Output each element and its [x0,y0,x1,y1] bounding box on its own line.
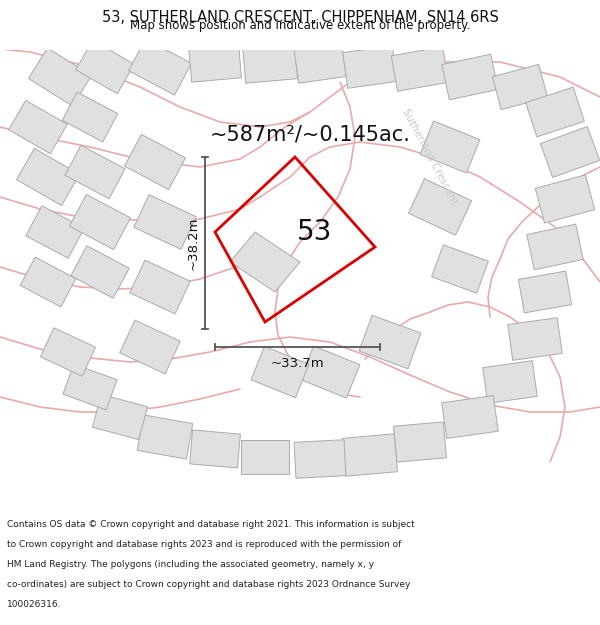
Polygon shape [508,318,562,360]
Polygon shape [124,134,185,189]
Text: 53: 53 [298,218,332,246]
Polygon shape [134,195,196,249]
Polygon shape [76,40,134,94]
Polygon shape [120,320,180,374]
Text: co-ordinates) are subject to Crown copyright and database rights 2023 Ordnance S: co-ordinates) are subject to Crown copyr… [7,580,410,589]
Polygon shape [483,361,537,403]
Polygon shape [9,100,67,154]
Text: Map shows position and indicative extent of the property.: Map shows position and indicative extent… [130,19,470,32]
Polygon shape [26,206,84,258]
Polygon shape [63,364,117,410]
Polygon shape [409,179,472,235]
Polygon shape [343,46,397,88]
Polygon shape [16,148,80,206]
Polygon shape [190,430,241,468]
Polygon shape [526,87,584,137]
Polygon shape [391,47,449,91]
Polygon shape [294,41,346,83]
Text: Contains OS data © Crown copyright and database right 2021. This information is : Contains OS data © Crown copyright and d… [7,520,415,529]
Polygon shape [359,315,421,369]
Polygon shape [40,328,95,376]
Polygon shape [294,440,346,478]
Polygon shape [188,42,241,82]
Polygon shape [92,394,148,439]
Text: ~38.2m: ~38.2m [187,216,200,270]
Polygon shape [62,92,118,142]
Text: ~587m²/~0.145ac.: ~587m²/~0.145ac. [209,125,410,145]
Text: ~33.7m: ~33.7m [271,357,325,370]
Polygon shape [541,126,599,178]
Polygon shape [130,260,190,314]
Polygon shape [420,121,480,173]
Polygon shape [137,415,193,459]
Polygon shape [230,232,300,292]
Polygon shape [343,434,398,476]
Polygon shape [20,257,76,307]
Polygon shape [128,39,191,95]
Polygon shape [527,224,583,270]
Polygon shape [493,64,548,109]
Polygon shape [431,245,488,293]
Polygon shape [535,175,595,223]
Text: to Crown copyright and database rights 2023 and is reproduced with the permissio: to Crown copyright and database rights 2… [7,540,401,549]
Polygon shape [65,145,125,199]
Polygon shape [242,41,298,83]
Polygon shape [251,346,309,398]
Text: 100026316.: 100026316. [7,600,62,609]
Polygon shape [518,271,572,313]
Text: 53, SUTHERLAND CRESCENT, CHIPPENHAM, SN14 6RS: 53, SUTHERLAND CRESCENT, CHIPPENHAM, SN1… [101,10,499,25]
Polygon shape [71,246,129,298]
Polygon shape [300,346,360,398]
Polygon shape [70,194,131,249]
Text: Sutherland Crescent: Sutherland Crescent [400,107,460,206]
Polygon shape [28,48,92,106]
Polygon shape [442,54,498,100]
Text: HM Land Registry. The polygons (including the associated geometry, namely x, y: HM Land Registry. The polygons (includin… [7,560,374,569]
Polygon shape [241,440,289,474]
Polygon shape [442,396,498,439]
Polygon shape [394,422,446,462]
